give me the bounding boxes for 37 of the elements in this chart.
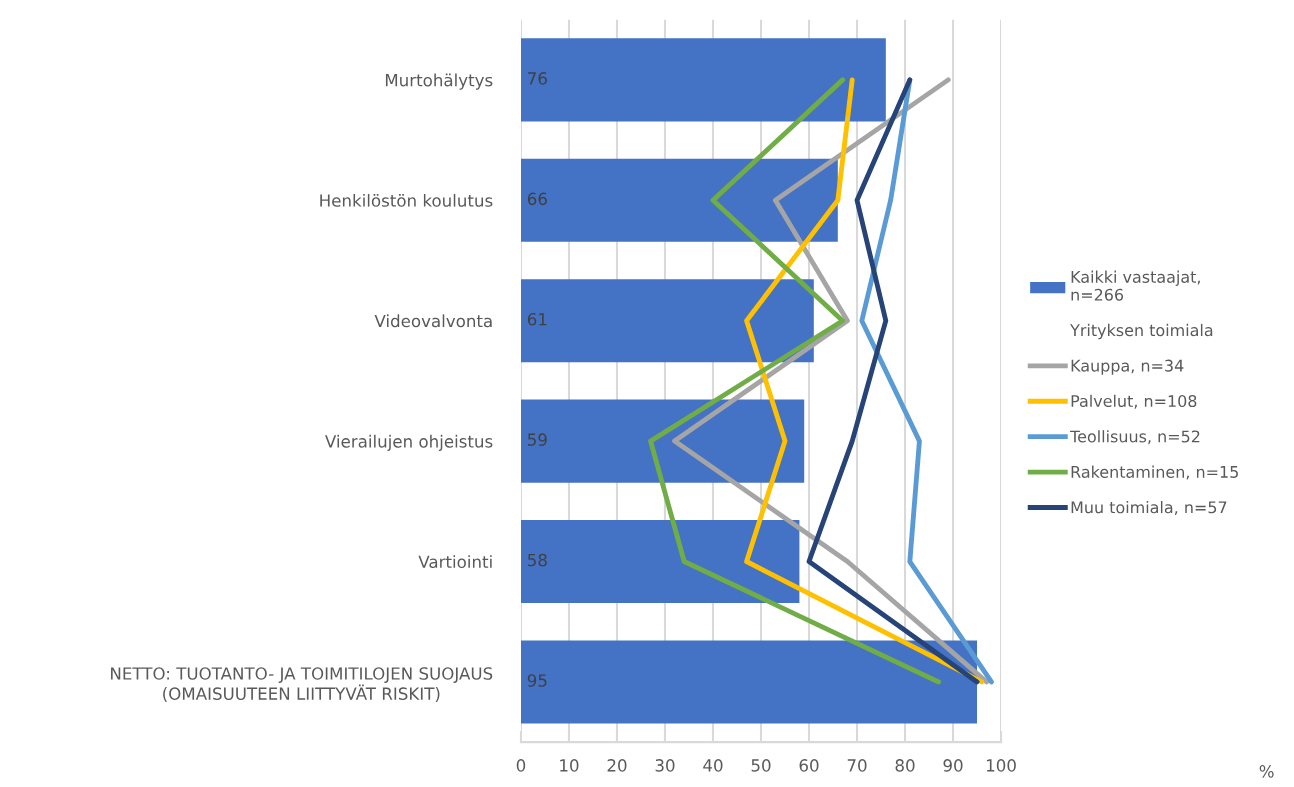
bar — [520, 158, 838, 242]
data-label: 61 — [527, 312, 547, 326]
x-tick-label: 90 — [943, 759, 963, 772]
bar — [520, 279, 814, 363]
bar — [520, 640, 978, 724]
y-tick-label: Videovalvonta — [374, 314, 492, 328]
x-tick-label: 100 — [986, 759, 1016, 772]
legend-label: Kaikki vastaajat, n=266 — [1071, 270, 1200, 301]
y-tick-label: Vierailujen ohjeistus — [325, 434, 493, 451]
x-tick-label: 40 — [703, 759, 723, 772]
legend-label: Kauppa, n=34 — [1071, 359, 1184, 375]
x-tick-label: 50 — [751, 759, 771, 772]
bar — [520, 399, 805, 483]
x-tick-label: 0 — [516, 759, 526, 772]
x-tick-label: 20 — [607, 759, 627, 772]
bar — [520, 519, 800, 604]
text: Yrityksen toimiala — [1070, 323, 1213, 340]
x-tick-label: 80 — [895, 759, 915, 772]
x-tick-label: 10 — [560, 759, 579, 772]
legend-label: Muu toimiala, n=57 — [1071, 500, 1227, 515]
x-tick-label: 60 — [799, 759, 819, 772]
x-tick-label: 30 — [655, 759, 675, 772]
legend-label: Rakentaminen, n=15 — [1071, 465, 1238, 480]
y-tick-label: Henkilöstön koulutus — [320, 193, 493, 207]
y-tick-label: Murtohälytys — [385, 73, 493, 90]
data-label: 95 — [527, 674, 547, 687]
data-label: 58 — [528, 553, 547, 567]
y-tick-label: NETTO: TUOTANTO- JA TOIMITILOJEN SUOJAUS (OMAISUUTEEN LIITTYVÄT RISKIT) — [111, 667, 493, 702]
y-tick-label: Vartiointi — [418, 555, 492, 569]
text: % — [1259, 765, 1274, 778]
data-label: 66 — [527, 192, 547, 206]
data-label: 59 — [528, 433, 547, 446]
legend-label: Palvelut, n=108 — [1071, 394, 1197, 409]
bar — [520, 38, 886, 122]
x-tick-label: 70 — [847, 759, 867, 772]
data-label: 76 — [528, 72, 547, 85]
legend-label: Teollisuus, n=52 — [1070, 430, 1200, 445]
